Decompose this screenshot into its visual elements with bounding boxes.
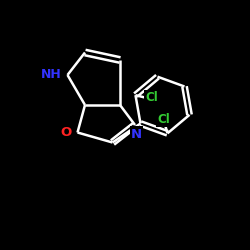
Text: N: N <box>131 128 142 140</box>
Text: Cl: Cl <box>157 113 170 126</box>
Text: Cl: Cl <box>145 91 158 104</box>
Text: NH: NH <box>40 68 61 82</box>
Text: O: O <box>61 126 72 139</box>
